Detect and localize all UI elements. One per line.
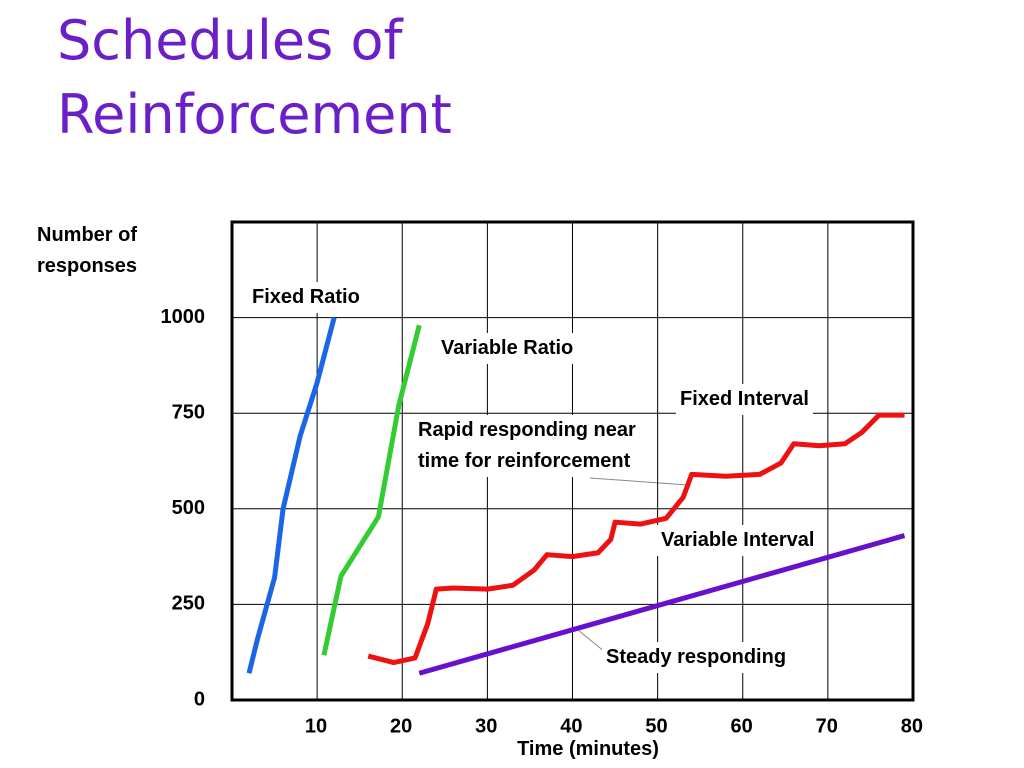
x-tick-label: 60	[731, 715, 753, 737]
series-label: Variable Interval	[657, 525, 819, 556]
y-tick-label: 0	[194, 688, 205, 710]
plot-frame	[230, 220, 915, 702]
x-tick-label: 30	[475, 715, 497, 737]
series-line	[246, 316, 337, 674]
annotation: Rapid responding near time for reinforce…	[414, 415, 647, 477]
y-tick-label: 500	[172, 497, 205, 519]
slide-title: Schedules of Reinforcement	[57, 9, 452, 146]
x-axis-label: Time (minutes)	[517, 738, 659, 760]
x-tick-label: 10	[305, 715, 327, 737]
series-label: Fixed Ratio	[248, 282, 364, 313]
x-tick-label: 40	[560, 715, 582, 737]
series-line	[367, 412, 905, 666]
annotation: Steady responding	[602, 642, 791, 673]
x-tick-label: 20	[390, 715, 412, 737]
series-line	[321, 324, 422, 656]
x-tick-label: 70	[816, 715, 838, 737]
y-axis-label: Number of responses	[37, 224, 138, 277]
series-label: Fixed Interval	[676, 384, 813, 415]
x-tick-label: 50	[645, 715, 667, 737]
series-line	[418, 533, 906, 676]
series-label: Variable Ratio	[437, 333, 578, 364]
plot: 0 250 500 750 1000 10 20 30 40 50 60 70 80	[161, 220, 923, 737]
x-tick-label: 80	[901, 715, 923, 737]
leader-line	[589, 477, 689, 486]
y-tick-label: 250	[172, 593, 205, 615]
y-tick-label: 750	[172, 401, 205, 423]
leader-line	[577, 629, 606, 653]
y-tick-label: 1000	[161, 306, 206, 328]
